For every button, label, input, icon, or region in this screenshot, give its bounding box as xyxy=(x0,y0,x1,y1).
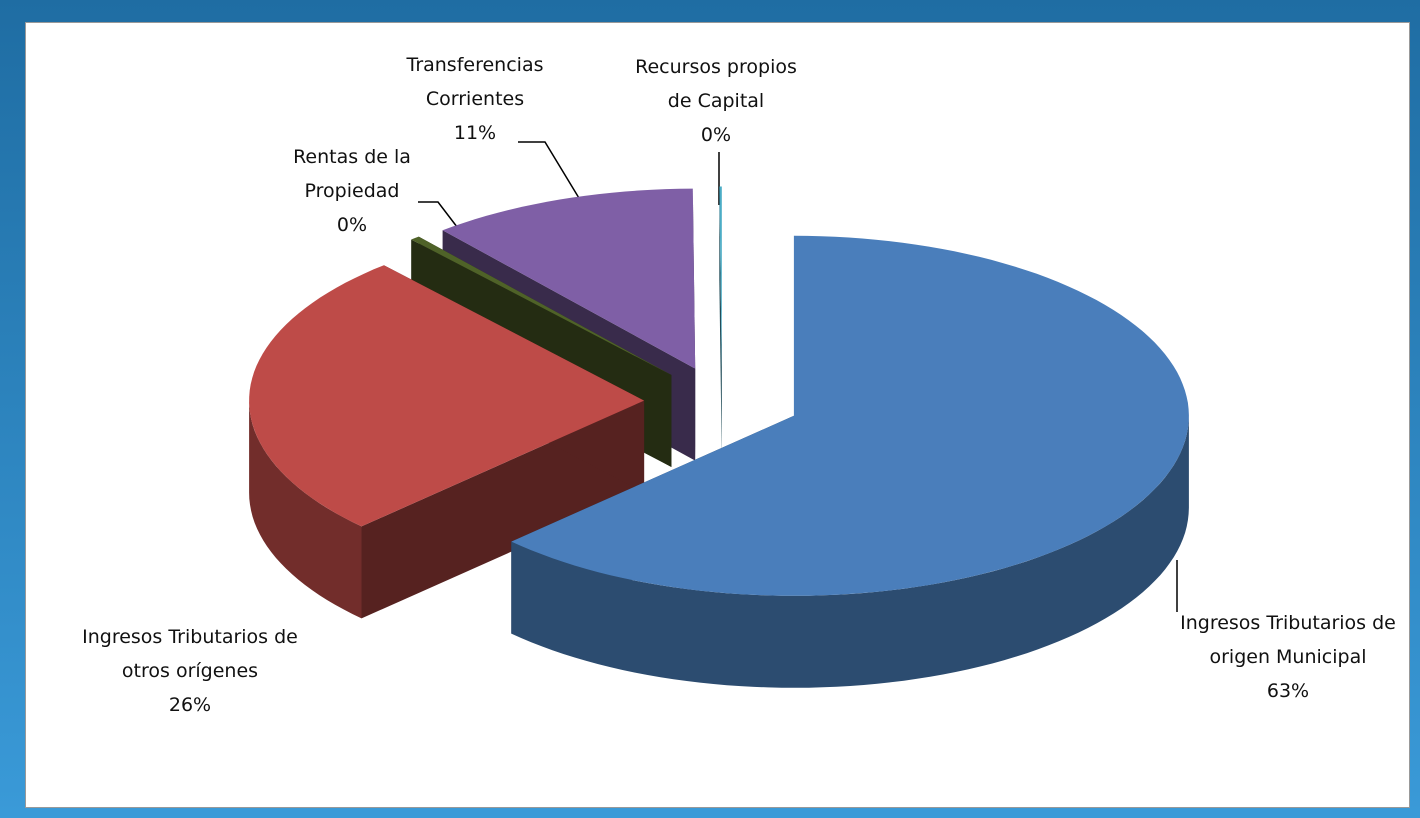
leader-line xyxy=(518,141,586,209)
slice-label: Ingresos Tributarios de otros orígenes 26… xyxy=(70,620,310,722)
category-label: Rentas de la Propiedad xyxy=(293,146,411,202)
value-label: 26% xyxy=(168,694,212,716)
slice xyxy=(442,188,696,369)
value-label: 0% xyxy=(336,214,368,236)
category-label: Transferencias Corrientes xyxy=(406,54,544,110)
value-label: 0% xyxy=(700,124,732,146)
slice xyxy=(249,265,645,527)
category-label: Recursos propios de Capital xyxy=(635,56,797,112)
slice-label: Recursos propios de Capital 0% xyxy=(626,50,806,152)
category-label: Ingresos Tributarios de otros orígenes xyxy=(82,626,298,682)
slice-label: Transferencias Corrientes 11% xyxy=(385,48,565,150)
slice-side xyxy=(719,186,722,459)
slice xyxy=(511,235,1189,596)
slice-wall xyxy=(249,400,362,619)
slice-label: Rentas de la Propiedad 0% xyxy=(277,140,427,242)
slice xyxy=(411,236,672,375)
value-label: 11% xyxy=(453,122,497,144)
value-label: 63% xyxy=(1266,680,1310,702)
slice xyxy=(719,186,722,367)
category-label: Ingresos Tributarios de origen Municipal xyxy=(1180,612,1396,668)
slice-label: Ingresos Tributarios de origen Municipal… xyxy=(1163,606,1413,708)
slice-wall xyxy=(511,415,1189,688)
